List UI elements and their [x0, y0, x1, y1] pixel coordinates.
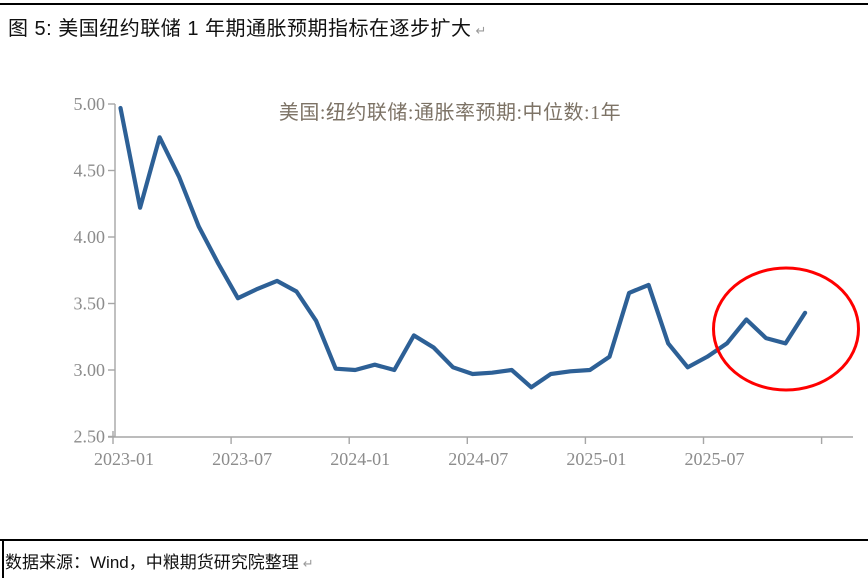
y-tick-label: 3.50 — [74, 294, 106, 314]
paragraph-mark-icon: ↵ — [475, 23, 487, 38]
y-tick-label: 4.00 — [74, 227, 106, 247]
y-tick-label: 2.50 — [74, 427, 106, 447]
x-tick-label: 2024-01 — [330, 449, 390, 469]
y-tick-label: 5.00 — [74, 94, 106, 114]
series-line — [118, 105, 808, 390]
figure-title: 图 5: 美国纽约联储 1 年期通胀预期指标在逐步扩大 — [8, 18, 472, 40]
x-tick-label: 2024-07 — [448, 449, 508, 469]
x-tick-label: 2025-07 — [685, 449, 745, 469]
y-tick-label: 4.50 — [74, 161, 106, 181]
chart-title: 美国:纽约联储:通胀率预期:中位数:1年 — [279, 101, 621, 124]
footer-left-border — [2, 541, 4, 578]
figure-caption-row: 图 5: 美国纽约联储 1 年期通胀预期指标在逐步扩大 ↵ — [8, 12, 848, 41]
top-divider — [0, 3, 868, 5]
y-tick-label: 3.00 — [74, 360, 106, 380]
x-tick-label: 2023-07 — [212, 449, 272, 469]
data-source-row: 数据来源：Wind，中粮期货研究院整理 ↵ — [5, 548, 845, 573]
paragraph-mark-icon: ↵ — [302, 556, 314, 571]
footer-divider — [0, 539, 868, 541]
highlight-ellipse-annotation — [712, 266, 860, 392]
x-tick-label: 2023-01 — [94, 449, 154, 469]
data-source-text: 数据来源：Wind，中粮期货研究院整理 — [5, 553, 299, 572]
x-tick-label: 2025-01 — [566, 449, 626, 469]
